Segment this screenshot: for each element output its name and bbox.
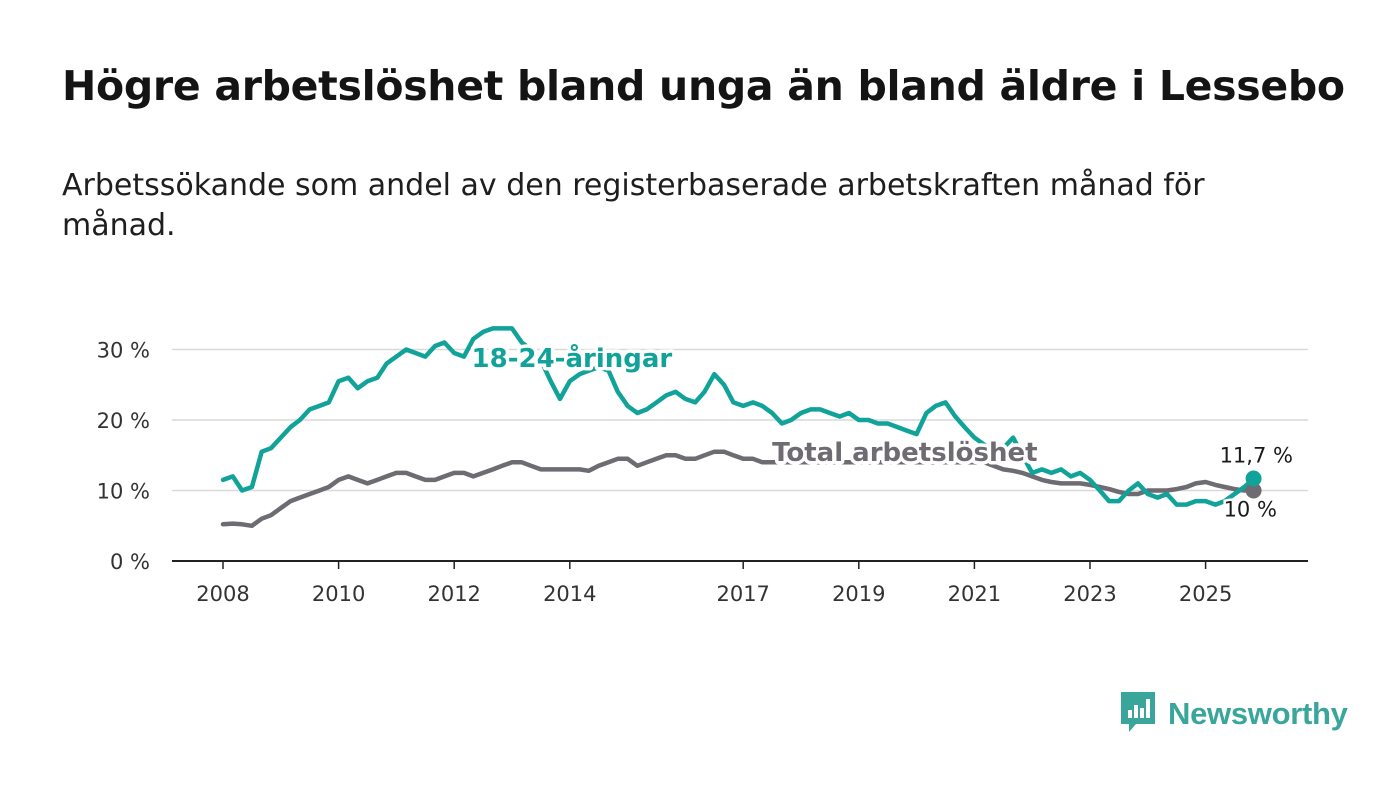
series-label-total: Total arbetslöshet [772,438,1037,468]
end-value-total: 10 % [1224,498,1277,522]
end-markers: 11,7 % 10 % [1220,444,1293,524]
chart-subtitle: Arbetssökande som andel av den registerb… [62,168,1205,243]
x-axis-ticks: 2008 2010 2012 2014 2017 2019 2021 2023 2025 [196,561,1232,606]
x-tick-label: 2019 [832,582,885,606]
series-labels: 18-24-åringar Total arbetslöshet [468,339,1041,472]
series-line-total [220,449,1256,529]
x-tick-label: 2017 [716,582,769,606]
x-tick-label: 2023 [1063,582,1116,606]
series-line-youth [220,326,1256,507]
chart-title: Högre arbetslöshet bland unga än bland ä… [62,62,1345,110]
line-chart: 0 % 10 % 20 % 30 % 2008 2010 2012 2014 2017 2019… [97,326,1308,606]
x-tick-label: 2010 [312,582,365,606]
end-point-youth [1245,470,1262,487]
end-point-total [1245,482,1262,499]
gridlines [172,348,1308,562]
end-value-youth: 11,7 % [1220,444,1293,468]
y-tick-label: 20 % [97,409,150,433]
series-label-youth: 18-24-åringar [472,342,673,374]
x-tick-label: 2008 [196,582,249,606]
bar-chart-icon [1118,690,1158,738]
y-tick-label: 30 % [97,339,150,363]
y-tick-label: 10 % [97,480,150,504]
x-tick-label: 2012 [427,582,480,606]
brand-logo: Newsworthy [1118,690,1348,738]
x-tick-label: 2025 [1179,582,1232,606]
y-axis-ticks: 0 % 10 % 20 % 30 % [97,339,150,575]
x-tick-label: 2014 [543,582,596,606]
series-lines [220,326,1256,529]
brand-name: Newsworthy [1168,696,1348,731]
y-tick-label: 0 % [110,550,150,574]
x-tick-label: 2021 [948,582,1001,606]
